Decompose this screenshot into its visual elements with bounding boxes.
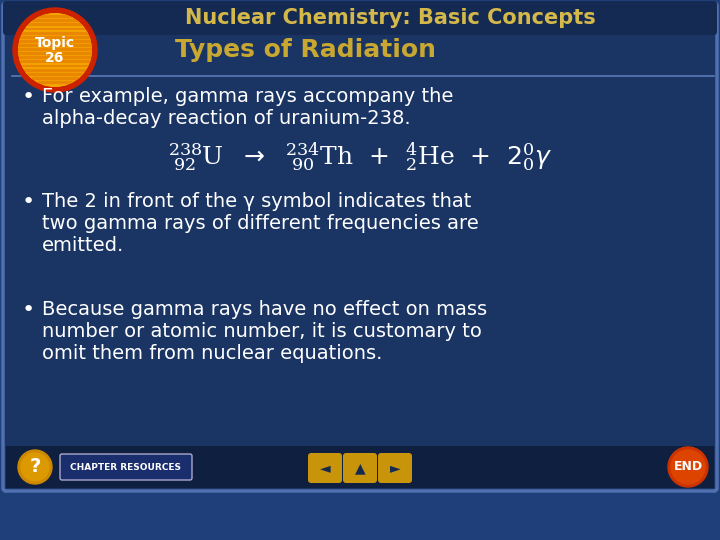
Bar <box>19 40 91 42</box>
Bar <box>27 73 83 75</box>
Text: ?: ? <box>30 457 41 476</box>
Text: ►: ► <box>390 461 400 475</box>
Bar <box>22 65 88 66</box>
Bar <box>22 32 88 33</box>
Bar <box>18 44 91 46</box>
Circle shape <box>18 450 52 484</box>
Bar <box>38 15 72 17</box>
Text: •: • <box>22 87 35 107</box>
Bar <box>38 81 72 83</box>
Circle shape <box>13 8 97 92</box>
Bar <box>27 23 83 25</box>
Text: •: • <box>22 300 35 320</box>
Text: omit them from nuclear equations.: omit them from nuclear equations. <box>42 344 382 363</box>
FancyBboxPatch shape <box>3 3 717 491</box>
Text: Types of Radiation: Types of Radiation <box>175 38 436 62</box>
Text: CHAPTER RESOURCES: CHAPTER RESOURCES <box>71 462 181 471</box>
Text: two gamma rays of different frequencies are: two gamma rays of different frequencies … <box>42 214 479 233</box>
Bar <box>18 48 92 50</box>
Text: alpha-decay reaction of uranium-238.: alpha-decay reaction of uranium-238. <box>42 109 410 128</box>
Bar <box>24 69 86 71</box>
Text: END: END <box>673 461 703 474</box>
Circle shape <box>668 447 708 487</box>
Bar <box>32 77 78 79</box>
Text: 26: 26 <box>45 51 65 65</box>
Bar <box>19 56 91 58</box>
Bar <box>24 28 86 30</box>
FancyBboxPatch shape <box>60 454 192 480</box>
Circle shape <box>671 450 705 484</box>
Bar <box>32 19 78 21</box>
Circle shape <box>18 13 92 87</box>
Bar <box>6 446 714 488</box>
Text: •: • <box>22 192 35 212</box>
Bar <box>20 60 90 62</box>
Text: number or atomic number, it is customary to: number or atomic number, it is customary… <box>42 322 482 341</box>
FancyBboxPatch shape <box>308 453 342 483</box>
Text: For example, gamma rays accompany the: For example, gamma rays accompany the <box>42 87 454 106</box>
FancyBboxPatch shape <box>343 453 377 483</box>
Text: Topic: Topic <box>35 36 75 50</box>
FancyBboxPatch shape <box>378 453 412 483</box>
Text: The 2 in front of the γ symbol indicates that: The 2 in front of the γ symbol indicates… <box>42 192 472 211</box>
Bar <box>20 36 90 38</box>
Text: ◄: ◄ <box>320 461 330 475</box>
Text: Nuclear Chemistry: Basic Concepts: Nuclear Chemistry: Basic Concepts <box>184 8 595 28</box>
Circle shape <box>21 453 49 481</box>
Text: $\mathregular{^{238}_{\ 92}}$U  $\rightarrow$  $\mathregular{^{234}_{\ 90}}$Th  : $\mathregular{^{238}_{\ 92}}$U $\rightar… <box>168 140 552 173</box>
Bar <box>18 52 91 54</box>
Text: emitted.: emitted. <box>42 236 125 255</box>
Text: ▲: ▲ <box>355 461 365 475</box>
FancyBboxPatch shape <box>3 1 717 35</box>
Text: Because gamma rays have no effect on mass: Because gamma rays have no effect on mas… <box>42 300 487 319</box>
